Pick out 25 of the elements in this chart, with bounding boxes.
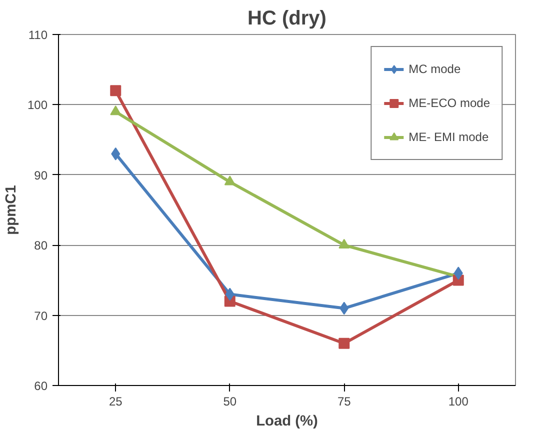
x-tick-label: 75 (337, 394, 352, 408)
x-axis-title: Load (%) (256, 414, 318, 430)
y-tick-label: 70 (34, 308, 48, 323)
y-tick-label: 80 (34, 238, 48, 253)
legend-label: ME- EMI mode (408, 130, 489, 144)
x-tick-label: 100 (448, 394, 469, 408)
x-tick-label: 50 (223, 394, 237, 408)
point (110, 85, 122, 96)
point (110, 105, 122, 116)
point (224, 176, 236, 186)
point (225, 288, 234, 301)
point (338, 338, 350, 349)
y-tick-label: 100 (27, 98, 48, 112)
chart-title: HC (dry) (248, 8, 326, 30)
point (340, 302, 349, 315)
y-tick-label: 60 (34, 379, 48, 393)
point (111, 147, 120, 160)
point (454, 266, 463, 280)
y-tick-label: 90 (34, 168, 48, 182)
point (338, 238, 350, 248)
legend-label: ME-ECO mode (408, 96, 490, 110)
y-axis-title: ppmC1 (3, 185, 20, 235)
x-tick-label: 25 (108, 394, 123, 408)
y-tick-label: 110 (28, 28, 48, 42)
legend-label: MC mode (408, 62, 461, 76)
